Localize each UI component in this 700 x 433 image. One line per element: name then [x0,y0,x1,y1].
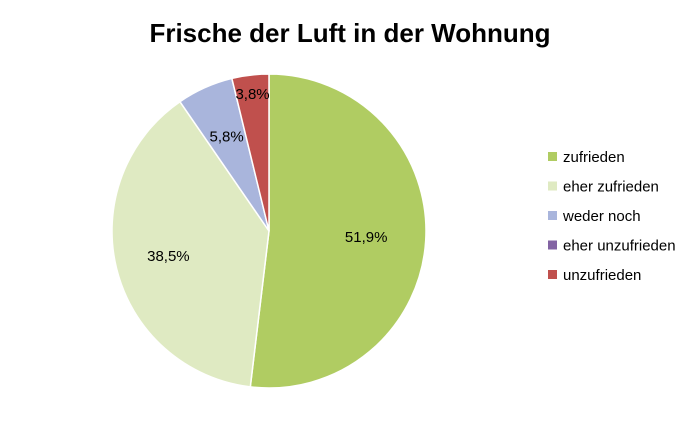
slice-label-zufrieden: 51,9% [345,229,388,246]
pie-slice-zufrieden [249,73,427,389]
pie-slice-unzufrieden [230,73,270,232]
legend-label-unzufrieden: unzufrieden [563,267,641,284]
legend-label-eher-unzufrieden: eher unzufrieden [563,238,676,255]
slice-label-unzufrieden: 3,8% [235,86,269,103]
chart-title: Frische der Luft in der Wohnung [149,18,550,48]
pie-slice-eher-zufrieden [111,100,270,388]
slice-label-eher-zufrieden: 38,5% [147,248,190,265]
legend-label-zufrieden: zufrieden [563,149,625,166]
slice-label-weder-noch: 5,8% [210,128,244,145]
pie-slices [111,73,427,389]
legend-swatch-unzufrieden [548,270,557,279]
legend-label-weder-noch: weder noch [562,208,641,225]
legend-swatch-zufrieden [548,152,557,161]
legend-swatch-eher-zufrieden [548,181,557,191]
legend-swatch-weder-noch [548,211,557,220]
legend-label-eher-zufrieden: eher zufrieden [563,179,659,196]
legend-swatch-eher-unzufrieden [548,240,557,250]
legend: zufrieden eher zufrieden weder noch eher un… [548,149,676,284]
pie-slice-labels: 51,9% 38,5% 5,8% 3,8% [147,86,387,265]
